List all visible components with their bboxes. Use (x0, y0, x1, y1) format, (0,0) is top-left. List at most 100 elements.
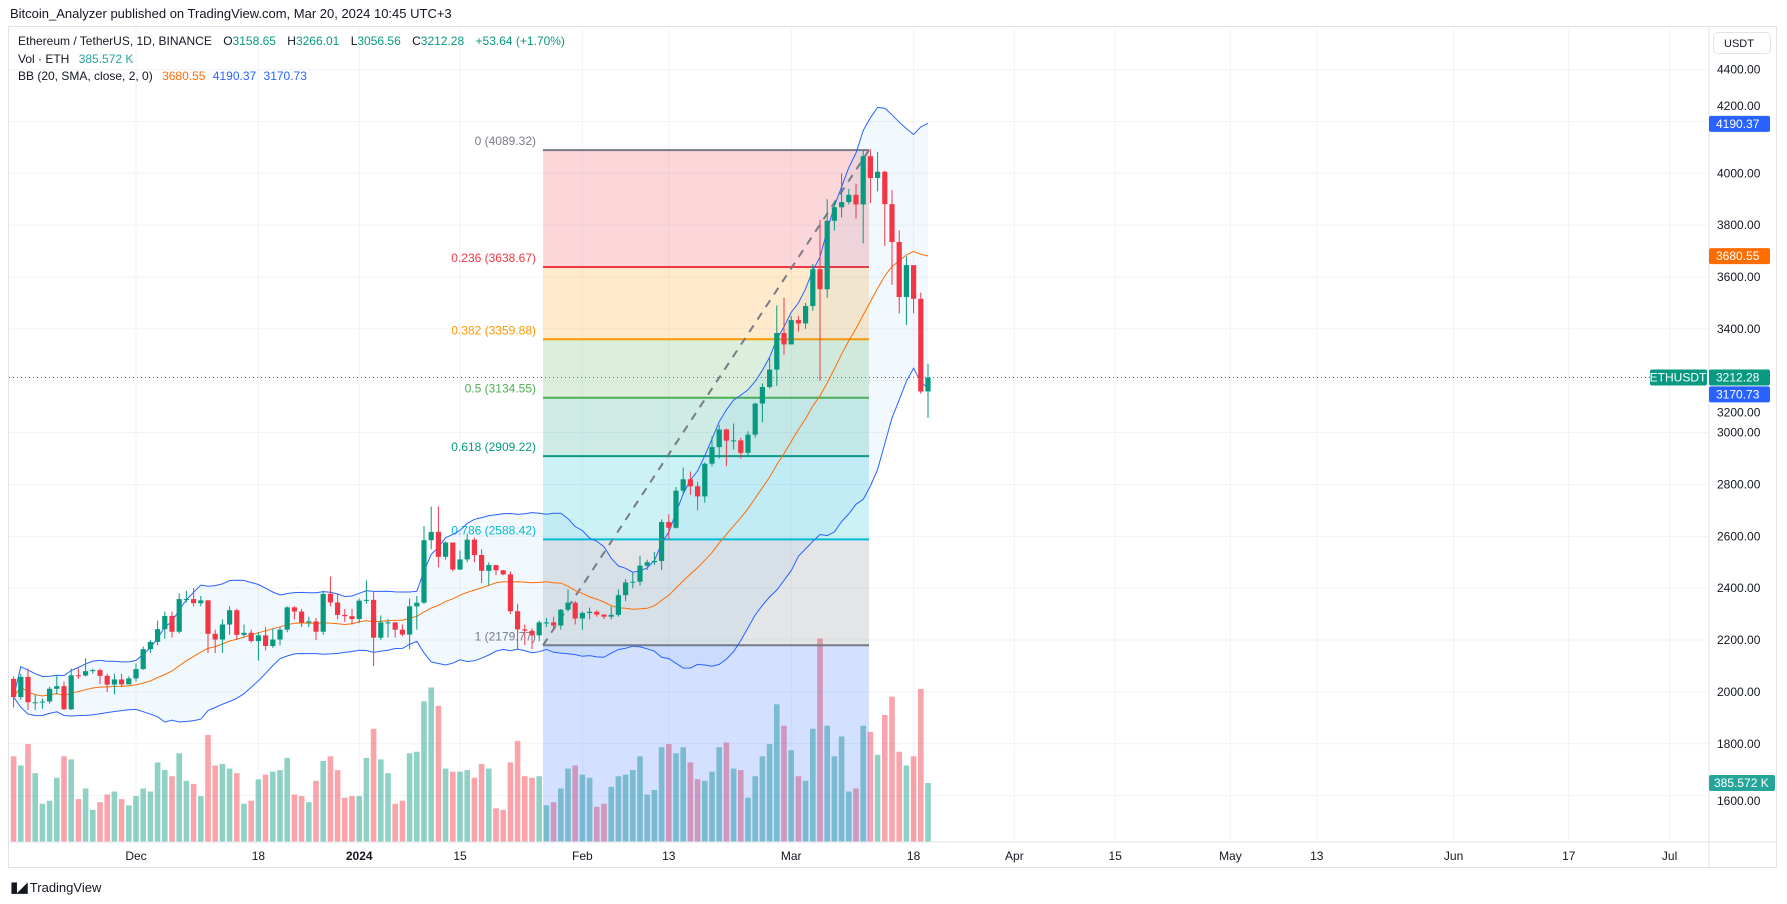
volume-bar (226, 768, 233, 842)
fib-level-label: 0.786 (2588.42) (451, 523, 536, 537)
price-tick-label: 3400.00 (1717, 322, 1761, 336)
volume-bar (392, 803, 398, 842)
volume-bar (234, 773, 240, 842)
price-tick-label: 3200.00 (1717, 405, 1761, 419)
time-tick-label: 13 (1310, 849, 1324, 863)
candle-down (666, 522, 672, 528)
candle-up (630, 581, 636, 583)
candle-up (111, 679, 117, 685)
candle-up (839, 202, 845, 208)
candle-up (875, 171, 881, 178)
candle-down (371, 599, 377, 638)
volume-bar (435, 705, 442, 842)
volume-bar (723, 742, 730, 842)
volume-bar (759, 756, 766, 842)
price-tick-label: 1600.00 (1717, 794, 1761, 808)
volume-bar (363, 757, 370, 842)
candle-down (911, 265, 917, 299)
candle-up (709, 447, 715, 464)
price-badge (1709, 386, 1770, 403)
fib-level-label: 1 (2179.77) (475, 629, 536, 643)
candle-down (75, 675, 81, 677)
candle-down (263, 635, 269, 647)
candle-down (594, 611, 600, 615)
volume-bar (248, 800, 254, 842)
tradingview-logo-icon: ▮◢ (10, 879, 28, 896)
volume-bar (349, 796, 355, 842)
volume-bar (882, 715, 888, 842)
volume-bar (572, 765, 578, 842)
candle-up (147, 641, 153, 650)
symbol-legend[interactable]: Ethereum / TetherUS, 1D, BINANCE O3158.6… (18, 34, 569, 48)
candle-down (817, 269, 823, 290)
volume-legend[interactable]: Vol · ETH 385.572 K (18, 52, 137, 66)
volume-bar (529, 777, 535, 842)
candle-up (428, 531, 434, 541)
candle-up (356, 600, 362, 620)
candle-up (277, 629, 283, 640)
fib-zone (543, 645, 869, 842)
volume-bar (846, 791, 852, 842)
volume-bar (925, 783, 931, 842)
currency-button[interactable]: USDT (1713, 32, 1771, 54)
volume-bar (687, 762, 694, 842)
candle-up (824, 220, 830, 290)
volume-bar (817, 638, 823, 842)
candle-down (399, 629, 405, 635)
volume-bar (25, 744, 31, 842)
candle-down (205, 600, 211, 634)
volume-bar (334, 770, 341, 842)
volume-bar (658, 747, 665, 842)
candle-down (212, 633, 218, 640)
bb-legend[interactable]: BB (20, SMA, close, 2, 0) 3680.55 4190.3… (18, 69, 311, 83)
candle-down (479, 554, 485, 571)
candle-up (731, 440, 737, 442)
volume-bar (428, 687, 434, 842)
candle-up (155, 629, 161, 642)
volume-bar (838, 736, 845, 842)
price-tick-label: 3000.00 (1717, 426, 1761, 440)
fib-level-label: 0 (4089.32) (475, 134, 536, 148)
candle-down (687, 479, 693, 487)
price-badge-label: 4190.37 (1716, 117, 1760, 131)
volume-bar (111, 791, 118, 842)
candle-down (522, 629, 528, 631)
time-tick-label: 17 (1562, 849, 1576, 863)
candle-up (903, 265, 909, 297)
candle-up (133, 669, 139, 679)
volume-bar (154, 762, 161, 842)
symbol-tag-label: ETHUSDT (1650, 371, 1707, 385)
candle-up (83, 671, 89, 676)
volume-badge-label: 385.572 K (1714, 776, 1769, 790)
candle-down (795, 320, 801, 324)
candle-down (450, 542, 456, 570)
bb-label: BB (20, SMA, close, 2, 0) (18, 69, 153, 83)
candle-up (558, 609, 564, 626)
volume-bar (370, 728, 377, 842)
candle-down (392, 622, 398, 630)
volume-bar (565, 768, 571, 842)
price-tick-label: 2400.00 (1717, 581, 1761, 595)
candle-up (421, 540, 427, 603)
time-tick-label: 13 (662, 849, 676, 863)
candle-down (493, 565, 499, 571)
candle-down (723, 429, 729, 441)
volume-bar (802, 780, 809, 842)
candle-up (774, 333, 780, 370)
volume-bar (630, 770, 636, 842)
candle-down (601, 614, 607, 617)
volume-bar (75, 799, 82, 842)
fib-zone (543, 397, 869, 457)
volume-bar (680, 747, 686, 842)
volume-value: 385.572 K (78, 52, 134, 66)
candle-down (889, 204, 895, 243)
volume-label: Vol · ETH (18, 52, 70, 66)
volume-bar (896, 751, 902, 842)
time-tick-label: 2024 (346, 849, 373, 863)
candle-up (241, 632, 247, 635)
volume-bar (421, 701, 427, 842)
volume-bar (874, 754, 881, 842)
volume-bar (147, 791, 154, 842)
tradingview-footer[interactable]: ▮◢ TradingView (10, 878, 101, 896)
